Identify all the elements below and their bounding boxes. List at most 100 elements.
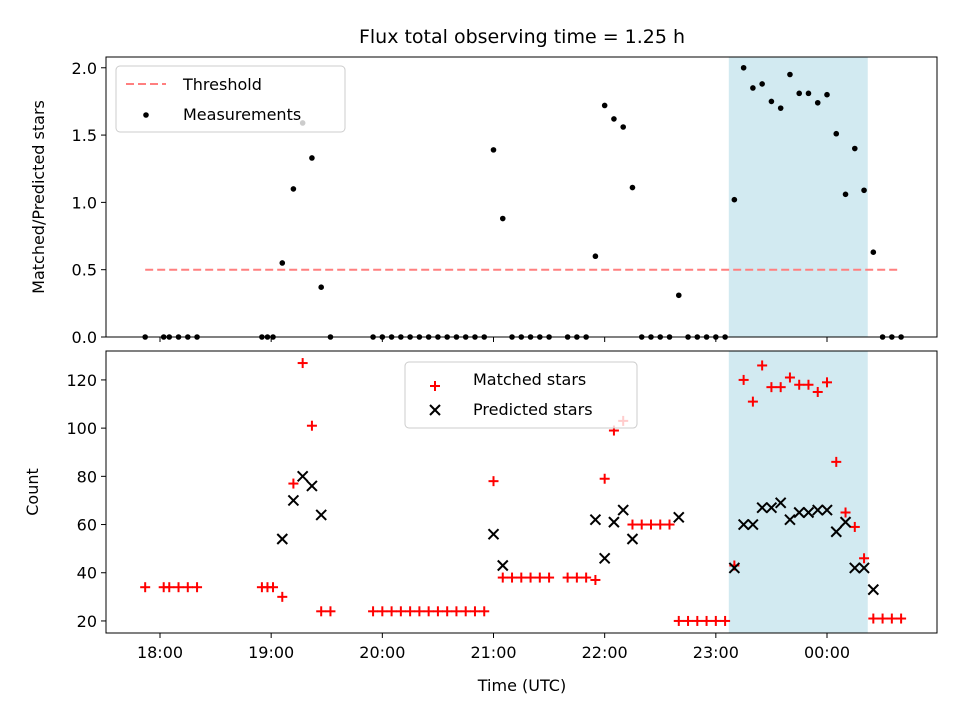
bottom-legend: Matched stars Predicted stars <box>404 361 638 429</box>
matched-star-point <box>664 519 675 530</box>
top-ytick-label: 2.0 <box>72 59 97 78</box>
predicted-star-point <box>756 501 768 514</box>
matched-star-point <box>488 476 499 487</box>
predicted-star-point <box>276 533 288 545</box>
predicted-star-point <box>673 511 685 524</box>
matched-star-point <box>469 606 480 617</box>
matched-star-point <box>325 606 336 617</box>
predicted-star-point <box>728 562 741 574</box>
matched-star-point <box>534 572 545 583</box>
predicted-star-point <box>802 506 815 519</box>
predicted-star-point <box>626 533 639 545</box>
measurement-point <box>279 260 286 266</box>
matched-star-point <box>316 606 327 617</box>
predicted-star-point <box>608 516 620 528</box>
matched-star-point <box>877 613 888 624</box>
measurement-point <box>870 249 877 255</box>
predicted-star-point <box>487 528 500 540</box>
top-ytick-label: 0.0 <box>72 328 97 347</box>
predicted-star-point <box>830 526 842 538</box>
chart-title: Flux total observing time = 1.25 h <box>359 26 685 48</box>
measurement-point <box>824 91 830 98</box>
x-axis-label: Time (UTC) <box>477 676 566 695</box>
legend-measurements-label: Measurements <box>183 105 301 124</box>
matched-star-point <box>831 456 842 467</box>
xtick-label: 22:00 <box>582 643 628 662</box>
predicted-star-point <box>793 506 805 519</box>
measurement-point <box>611 116 617 122</box>
matched-star-point <box>645 519 656 530</box>
predicted-star-point <box>839 516 852 528</box>
xtick-label: 20:00 <box>359 643 405 662</box>
matched-star-point <box>368 606 379 617</box>
matched-star-point <box>192 582 203 593</box>
matched-star-point <box>516 572 527 583</box>
predicted-star-point <box>821 504 833 516</box>
top-legend-box <box>115 65 346 133</box>
matched-star-point <box>288 478 299 489</box>
measurement-point <box>740 64 747 71</box>
measurement-point <box>731 196 738 203</box>
top-plot-frame <box>105 56 938 338</box>
matched-star-point <box>766 382 777 393</box>
measurement-point <box>490 147 497 153</box>
bottom-ytick-label: 80 <box>77 467 97 486</box>
matched-star-point <box>405 606 416 617</box>
top-y-axis-label: Matched/Predicted stars <box>29 100 48 294</box>
matched-star-point <box>395 606 406 617</box>
legend-predicted-label: Predicted stars <box>473 400 593 419</box>
matched-star-point <box>886 613 897 624</box>
measurement-point <box>309 155 315 161</box>
predicted-star-point <box>296 470 309 483</box>
predicted-star-point <box>867 583 880 596</box>
measurement-point <box>499 215 506 222</box>
bottom-plot-frame <box>105 350 938 634</box>
xtick-label: 19:00 <box>248 643 294 662</box>
matched-star-point <box>442 606 453 617</box>
top-highlight-span <box>728 57 868 337</box>
matched-star-point <box>164 582 175 593</box>
matched-star-point <box>173 582 184 593</box>
matched-star-point <box>794 379 805 390</box>
measurement-point <box>318 284 324 290</box>
measurement-point <box>290 186 297 192</box>
matched-star-point <box>849 521 860 532</box>
xtick-label: 21:00 <box>470 643 516 662</box>
top-panel: 0.00.51.01.52.0 Matched/Predicted stars … <box>29 56 938 347</box>
matched-star-point <box>277 591 288 602</box>
matched-star-point <box>840 507 851 518</box>
matched-star-point <box>822 377 832 388</box>
measurement-point <box>805 90 812 97</box>
matched-star-point <box>655 519 666 530</box>
matched-star-point <box>896 613 907 624</box>
matched-star-point <box>720 615 731 626</box>
matched-star-point <box>423 606 434 617</box>
predicted-star-point <box>497 559 509 572</box>
matched-star-point <box>182 582 193 593</box>
measurement-point <box>759 81 765 87</box>
matched-star-point <box>460 606 471 617</box>
legend-measurements-swatch <box>143 112 149 118</box>
measurement-point <box>750 85 756 91</box>
matched-star-point <box>525 572 536 583</box>
top-ytick-label: 1.5 <box>72 126 97 145</box>
top-ytick-label: 0.5 <box>72 261 97 280</box>
matched-star-point <box>803 379 814 390</box>
matched-star-point <box>432 606 443 617</box>
matched-star-point <box>757 360 768 371</box>
predicted-star-point <box>784 514 796 526</box>
legend-matched-swatch <box>430 381 440 391</box>
bottom-ytick-label: 20 <box>77 612 97 631</box>
legend-threshold-label: Threshold <box>182 75 262 94</box>
matched-star-point <box>562 572 573 583</box>
measurement-point <box>768 98 775 105</box>
predicted-star-point <box>765 501 778 514</box>
matched-star-point <box>140 582 151 593</box>
matched-star-point <box>775 382 786 393</box>
matched-star-point <box>636 519 647 530</box>
matched-star-point <box>414 606 425 617</box>
matched-star-point <box>386 606 397 617</box>
legend-predicted-swatch <box>429 404 441 416</box>
top-ytick-label: 1.0 <box>72 193 97 212</box>
